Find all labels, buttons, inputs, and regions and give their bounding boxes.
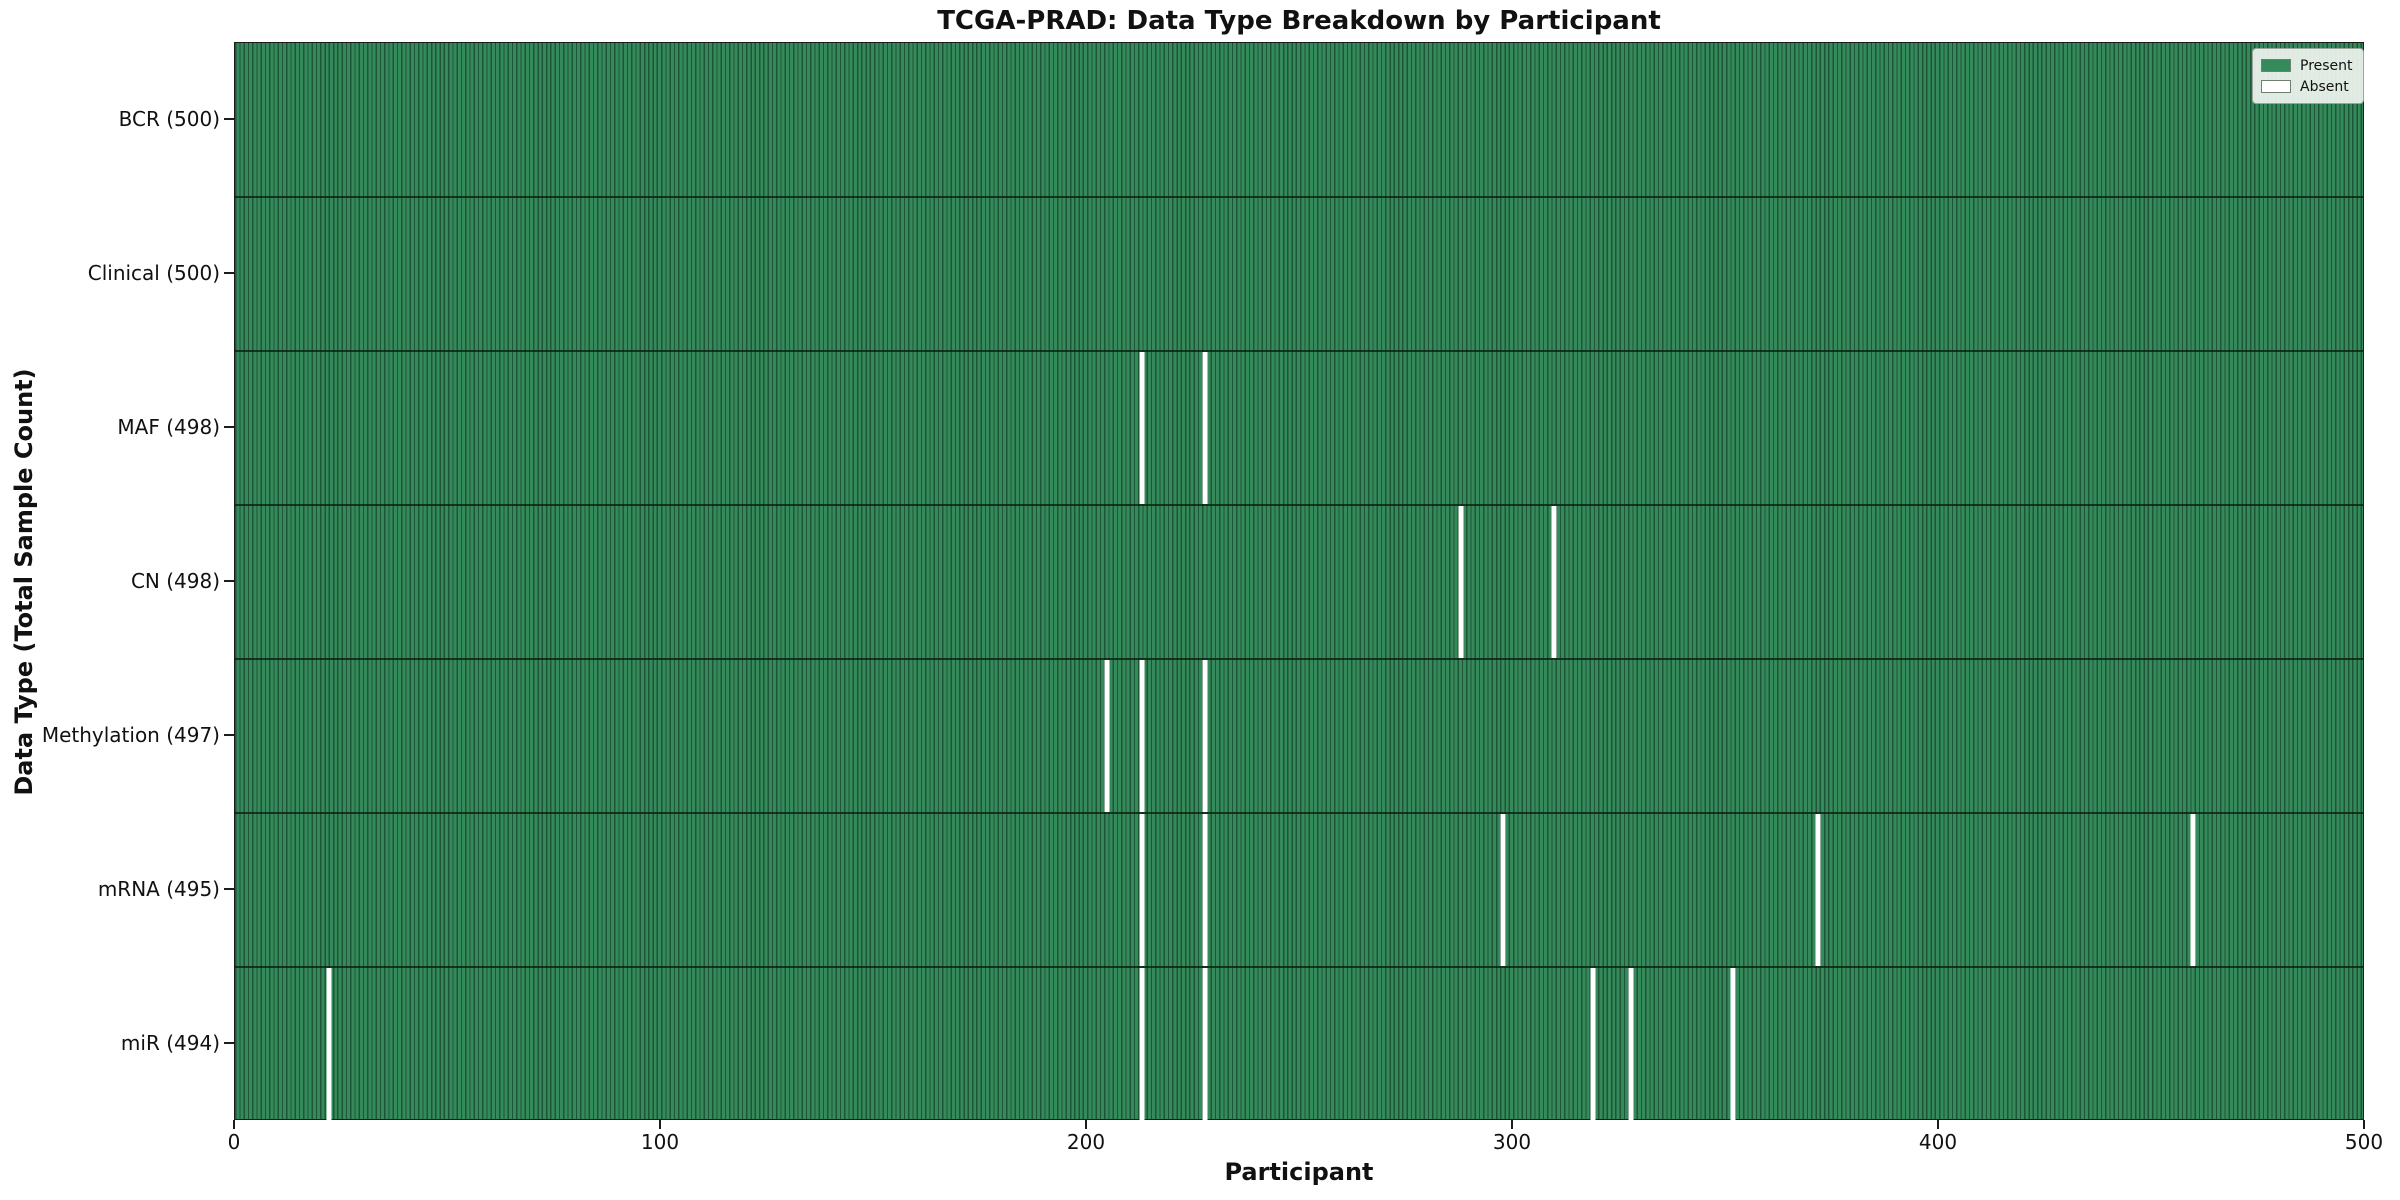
ytick-mark [224,888,234,890]
xtick-label-0: 0 [227,1130,241,1154]
row-divider [235,966,2363,968]
legend-entry-absent: Absent [2261,76,2355,97]
xtick-mark [233,1120,235,1129]
legend-swatch-absent [2261,80,2291,93]
absent-gap-mRNA-372 [1815,814,1821,966]
ytick-label-mRNA: mRNA (495) [97,877,220,901]
absent-gap-MAF-228 [1202,352,1208,504]
ytick-mark [224,426,234,428]
xtick-mark [1937,1120,1939,1129]
row-divider [235,350,2363,352]
xtick-mark [659,1120,661,1129]
xtick-mark [1511,1120,1513,1129]
absent-gap-CN-310 [1551,506,1557,658]
absent-gap-miR-22 [326,968,332,1120]
ytick-label-Clinical: Clinical (500) [87,261,220,285]
row-divider [235,196,2363,198]
absent-gap-mRNA-228 [1202,814,1208,966]
legend-entry-present: Present [2261,55,2355,76]
legend: Present Absent [2252,48,2364,104]
ytick-label-CN: CN (498) [130,569,220,593]
plot-area [234,42,2364,1120]
y-axis-label: Data Type (Total Sample Count) [10,368,38,796]
xtick-label-200: 200 [1066,1130,1106,1154]
absent-gap-Methylation-213 [1139,660,1145,812]
x-axis-label: Participant [1224,1158,1374,1186]
absent-gap-Methylation-205 [1104,660,1110,812]
chart-title: TCGA-PRAD: Data Type Breakdown by Partic… [937,6,1661,36]
row-divider [235,504,2363,506]
ytick-label-Methylation: Methylation (497) [41,723,220,747]
absent-gap-CN-288 [1458,506,1464,658]
absent-gap-Methylation-228 [1202,660,1208,812]
ytick-mark [224,734,234,736]
absent-gap-miR-213 [1139,968,1145,1120]
ytick-label-miR: miR (494) [120,1031,220,1055]
row-divider [235,658,2363,660]
ytick-mark [224,272,234,274]
absent-gap-miR-319 [1590,968,1596,1120]
ytick-label-MAF: MAF (498) [117,415,220,439]
legend-swatch-present [2261,59,2291,72]
absent-gap-mRNA-213 [1139,814,1145,966]
ytick-label-BCR: BCR (500) [118,107,220,131]
absent-gap-MAF-213 [1139,352,1145,504]
xtick-label-400: 400 [1918,1130,1958,1154]
absent-gap-miR-352 [1730,968,1736,1120]
xtick-label-300: 300 [1492,1130,1532,1154]
xtick-label-500: 500 [2344,1130,2384,1154]
absent-gap-miR-328 [1628,968,1634,1120]
ytick-mark [224,118,234,120]
xtick-mark [1085,1120,1087,1129]
legend-label: Present [2300,57,2353,74]
xtick-label-100: 100 [640,1130,680,1154]
xtick-mark [2363,1120,2365,1129]
row-divider [235,812,2363,814]
ytick-mark [224,1042,234,1044]
legend-label: Absent [2300,78,2349,95]
absent-gap-miR-228 [1202,968,1208,1120]
absent-gap-mRNA-460 [2190,814,2196,966]
absent-gap-mRNA-298 [1500,814,1506,966]
ytick-mark [224,580,234,582]
